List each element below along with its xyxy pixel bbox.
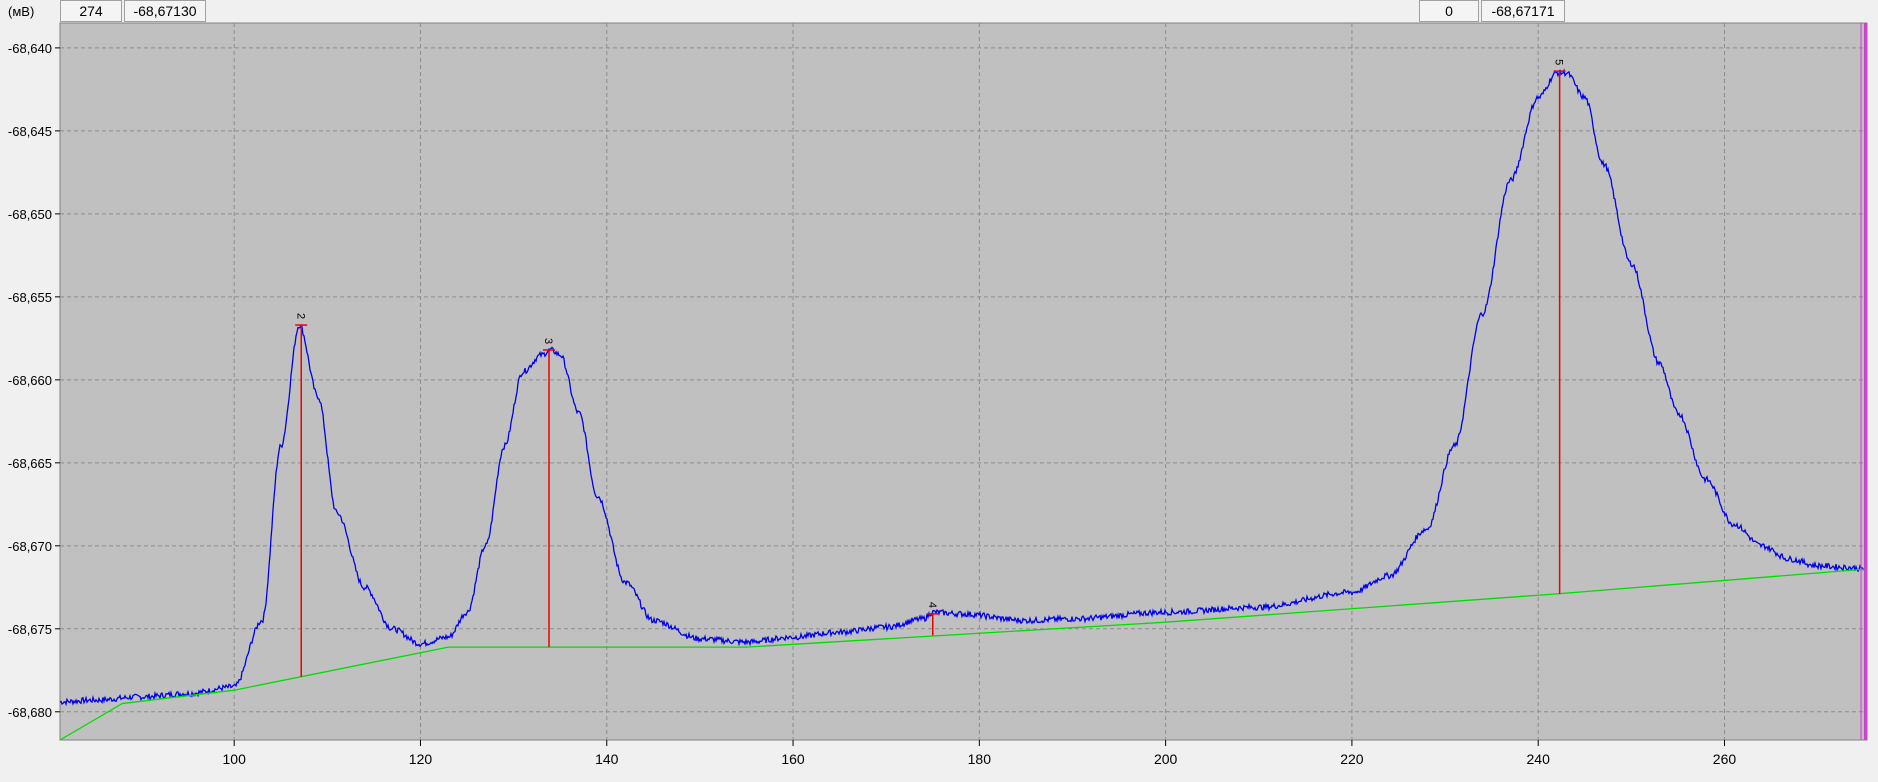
baseline-trace	[59, 568, 1868, 741]
right-index-readout: 0	[1419, 0, 1479, 22]
x-tick-label: 140	[595, 751, 619, 767]
peak-number-label: 4	[926, 602, 938, 608]
right-value-readout: -68,67171	[1481, 0, 1565, 22]
cursor-marker	[1864, 23, 1867, 740]
y-tick-label: -68,675	[8, 622, 52, 637]
y-tick-label: -68,665	[8, 456, 52, 471]
x-tick-label: 160	[781, 751, 805, 767]
x-tick-label: 240	[1527, 751, 1551, 767]
left-index-readout: 274	[60, 0, 122, 22]
y-tick-label: -68,655	[8, 290, 52, 305]
y-tick-label: -68,670	[8, 539, 52, 554]
peak-number-label: 2	[294, 313, 306, 319]
y-tick-label: -68,660	[8, 373, 52, 388]
signal-trace	[59, 68, 1868, 707]
x-tick-label: 220	[1340, 751, 1364, 767]
left-value-readout: -68,67130	[124, 0, 206, 22]
y-tick-label: -68,640	[8, 41, 52, 56]
y-tick-label: -68,680	[8, 705, 52, 720]
x-tick-label: 100	[223, 751, 247, 767]
y-unit-label: (мВ)	[8, 4, 35, 19]
plot-area	[59, 22, 1868, 741]
x-tick-label: 200	[1154, 751, 1178, 767]
x-tick-label: 180	[968, 751, 992, 767]
x-tick-label: 120	[409, 751, 433, 767]
peak-number-label: 3	[542, 338, 554, 344]
y-tick-label: -68,645	[8, 124, 52, 139]
x-tick-label: 260	[1713, 751, 1737, 767]
y-tick-label: -68,650	[8, 207, 52, 222]
peak-number-label: 5	[1553, 59, 1565, 65]
